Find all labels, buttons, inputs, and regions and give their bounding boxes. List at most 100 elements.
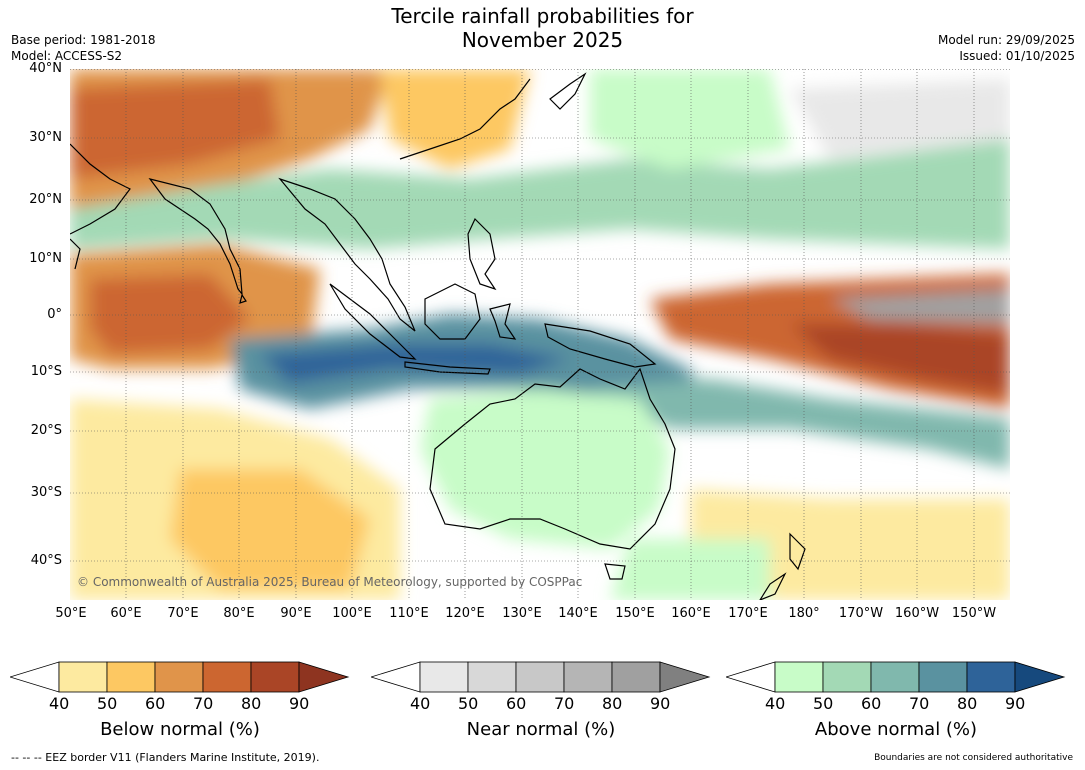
issued-date: Issued: 01/10/2025 bbox=[959, 49, 1075, 63]
colorbar-2-cell-1 bbox=[822, 661, 872, 693]
eez-border-note: -- -- -- EEZ border V11 (Flanders Marine… bbox=[11, 751, 320, 764]
near-normal-region-pacific bbox=[830, 289, 1010, 324]
cb-below-tick-70: 70 bbox=[193, 694, 214, 713]
lon-label-50e: 50°E bbox=[55, 606, 87, 621]
cb-above-tick-40: 40 bbox=[765, 694, 786, 713]
above-normal-region-spcz bbox=[590, 379, 1010, 469]
lon-label-160e: 160°E bbox=[671, 606, 711, 621]
colorbar-2-cell-4 bbox=[966, 661, 1016, 693]
cb-below-tick-90: 90 bbox=[289, 694, 310, 713]
below-normal-core-south-indian bbox=[170, 469, 370, 589]
lon-label-150w: 150°W bbox=[951, 606, 997, 621]
colorbar-near-normal bbox=[371, 661, 711, 693]
coastlines bbox=[70, 72, 806, 600]
below-normal-core-pacific bbox=[790, 324, 1010, 394]
lon-label-130e: 130°E bbox=[502, 606, 542, 621]
cb-above-tick-70: 70 bbox=[909, 694, 930, 713]
lon-label-100e: 100°E bbox=[332, 606, 372, 621]
below-normal-region-china bbox=[380, 69, 530, 169]
coast-japan bbox=[549, 72, 587, 110]
coast-tasmania bbox=[604, 563, 626, 580]
coast-java bbox=[404, 361, 491, 375]
lon-label-60e: 60°E bbox=[110, 606, 142, 621]
cb-near-tick-50: 50 bbox=[458, 694, 479, 713]
colorbar-above-start-arrow bbox=[726, 661, 776, 693]
cb-above-tick-50: 50 bbox=[813, 694, 834, 713]
colorbar-near-end-arrow bbox=[659, 661, 711, 693]
coast-sri-lanka bbox=[239, 293, 247, 304]
colorbar-0-cell-3 bbox=[202, 661, 252, 693]
cb-above-tick-60: 60 bbox=[861, 694, 882, 713]
base-period: Base period: 1981-2018 bbox=[11, 33, 156, 47]
above-normal-region-australia bbox=[420, 389, 670, 549]
lon-label-120e: 120°E bbox=[445, 606, 485, 621]
cb-near-title: Near normal (%) bbox=[466, 719, 616, 740]
cb-above-title: Above normal (%) bbox=[814, 719, 978, 740]
coast-india bbox=[148, 178, 243, 296]
lat-label-0: 0° bbox=[47, 307, 62, 322]
cb-below-tick-60: 60 bbox=[145, 694, 166, 713]
colorbar-0-cell-1 bbox=[106, 661, 156, 693]
above-normal-band-north bbox=[70, 139, 1010, 249]
coast-africa bbox=[70, 238, 81, 270]
rainfall-map: © Commonwealth of Australia 2025, Bureau… bbox=[70, 69, 1010, 600]
coast-china bbox=[399, 78, 531, 160]
lon-label-160w: 160°W bbox=[894, 606, 940, 621]
cb-below-tick-80: 80 bbox=[241, 694, 262, 713]
colorbar-1-cell-1 bbox=[467, 661, 517, 693]
lon-label-70e: 70°E bbox=[167, 606, 199, 621]
coast-nz-north bbox=[789, 532, 806, 571]
colorbar-above-end-arrow bbox=[1014, 661, 1066, 693]
lat-label-20s: 20°S bbox=[30, 423, 62, 438]
below-normal-core-indian-ocean bbox=[90, 274, 250, 354]
cb-below-tick-50: 50 bbox=[97, 694, 118, 713]
above-normal-region-tasman bbox=[610, 539, 770, 600]
colorbar-0-cell-4 bbox=[250, 661, 300, 693]
title-line-1: Tercile rainfall probabilities for bbox=[391, 4, 694, 28]
below-normal-core-northwest bbox=[70, 79, 280, 179]
copyright-text: © Commonwealth of Australia 2025, Bureau… bbox=[77, 575, 582, 589]
cb-near-tick-60: 60 bbox=[506, 694, 527, 713]
coast-nz-south bbox=[759, 572, 787, 600]
lat-label-30n: 30°N bbox=[29, 130, 62, 145]
cb-near-tick-80: 80 bbox=[602, 694, 623, 713]
meta-right: Model run: 29/09/2025 Issued: 01/10/2025 bbox=[938, 32, 1075, 64]
cb-near-tick-40: 40 bbox=[410, 694, 431, 713]
lon-label-140e: 140°E bbox=[558, 606, 598, 621]
colorbar-below-end-arrow bbox=[298, 661, 350, 693]
lat-label-20n: 20°N bbox=[29, 192, 62, 207]
colorbar-0-cell-0 bbox=[58, 661, 108, 693]
cb-near-tick-90: 90 bbox=[650, 694, 671, 713]
lon-label-90e: 90°E bbox=[280, 606, 312, 621]
lon-label-80e: 80°E bbox=[223, 606, 255, 621]
cb-above-tick-90: 90 bbox=[1005, 694, 1026, 713]
colorbar-1-cell-4 bbox=[611, 661, 661, 693]
graticule bbox=[70, 69, 1010, 600]
lon-label-180: 180° bbox=[788, 606, 820, 621]
model-name: Model: ACCESS-S2 bbox=[11, 49, 123, 63]
model-run: Model run: 29/09/2025 bbox=[937, 33, 1075, 47]
colorbar-0-cell-2 bbox=[154, 661, 204, 693]
cb-above-tick-80: 80 bbox=[957, 694, 978, 713]
colorbar-1-cell-0 bbox=[419, 661, 469, 693]
cb-below-title: Below normal (%) bbox=[100, 719, 260, 740]
lon-label-110e: 110°E bbox=[389, 606, 429, 621]
coast-sumatra bbox=[329, 283, 417, 360]
colorbar-1-cell-2 bbox=[515, 661, 565, 693]
lat-label-10n: 10°N bbox=[29, 251, 62, 266]
above-normal-region-north-pacific bbox=[590, 69, 790, 169]
coast-indochina bbox=[278, 177, 416, 332]
near-normal-region-north-pacific bbox=[790, 79, 1010, 159]
lat-label-40s: 40°S bbox=[30, 553, 62, 568]
colorbar-2-cell-0 bbox=[774, 661, 824, 693]
colorbar-2-cell-2 bbox=[870, 661, 920, 693]
title-line-2: November 2025 bbox=[461, 28, 624, 52]
coast-sulawesi bbox=[489, 303, 517, 340]
coast-arabia bbox=[70, 143, 131, 235]
above-normal-core-maritime bbox=[260, 344, 570, 384]
map-title: Tercile rainfall probabilities for Novem… bbox=[0, 4, 1085, 52]
boundaries-disclaimer: Boundaries are not considered authoritat… bbox=[874, 753, 1073, 763]
cb-near-tick-70: 70 bbox=[554, 694, 575, 713]
cb-below-tick-40: 40 bbox=[49, 694, 70, 713]
meta-left: Base period: 1981-2018 Model: ACCESS-S2 bbox=[11, 32, 156, 64]
